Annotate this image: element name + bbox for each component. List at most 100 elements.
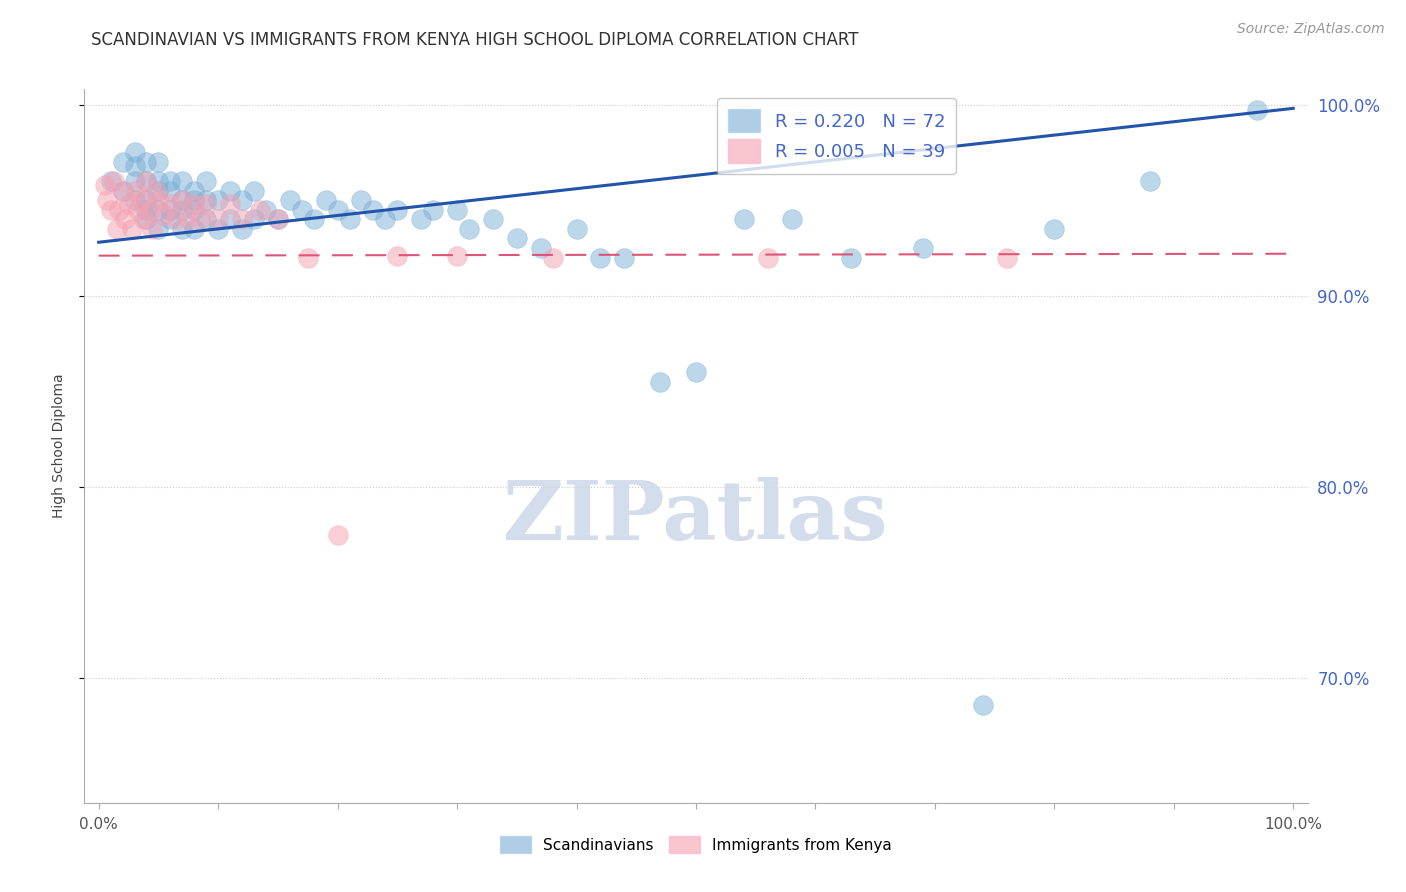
Point bbox=[613, 251, 636, 265]
Point bbox=[422, 202, 444, 217]
Point bbox=[159, 174, 181, 188]
Text: 100.0%: 100.0% bbox=[1264, 817, 1322, 832]
Point bbox=[183, 184, 205, 198]
Point bbox=[387, 202, 409, 217]
Y-axis label: High School Diploma: High School Diploma bbox=[52, 374, 66, 518]
Point bbox=[172, 202, 194, 217]
Point bbox=[105, 222, 128, 236]
Point bbox=[1139, 174, 1161, 188]
Point bbox=[972, 698, 994, 713]
Point bbox=[148, 193, 170, 207]
Point bbox=[219, 212, 242, 227]
Point bbox=[326, 528, 349, 542]
Point bbox=[135, 193, 157, 207]
Point bbox=[183, 197, 205, 211]
Point bbox=[315, 193, 337, 207]
Point bbox=[733, 212, 755, 227]
Point bbox=[172, 222, 194, 236]
Point bbox=[148, 174, 170, 188]
Point bbox=[254, 202, 277, 217]
Point bbox=[839, 251, 862, 265]
Point bbox=[650, 375, 672, 389]
Point bbox=[135, 212, 157, 227]
Point bbox=[267, 212, 290, 227]
Point bbox=[183, 202, 205, 217]
Point bbox=[100, 174, 122, 188]
Point bbox=[374, 212, 396, 227]
Point bbox=[172, 193, 194, 207]
Legend: Scandinavians, Immigrants from Kenya: Scandinavians, Immigrants from Kenya bbox=[495, 830, 897, 859]
Point bbox=[108, 202, 131, 217]
Point bbox=[482, 212, 505, 227]
Point bbox=[135, 155, 157, 169]
Point bbox=[387, 249, 409, 263]
Point bbox=[124, 159, 146, 173]
Point bbox=[148, 184, 170, 198]
Point bbox=[231, 222, 253, 236]
Point bbox=[141, 222, 163, 236]
Point bbox=[685, 365, 707, 379]
Point bbox=[100, 202, 122, 217]
Text: ZIPatlas: ZIPatlas bbox=[503, 477, 889, 558]
Point bbox=[148, 155, 170, 169]
Point bbox=[541, 251, 564, 265]
Point bbox=[339, 212, 361, 227]
Point bbox=[177, 212, 200, 227]
Point bbox=[145, 184, 167, 198]
Point bbox=[135, 174, 157, 188]
Point bbox=[207, 222, 229, 236]
Point bbox=[148, 222, 170, 236]
Point bbox=[159, 212, 181, 227]
Point bbox=[124, 174, 146, 188]
Point bbox=[278, 193, 301, 207]
Point bbox=[139, 202, 162, 217]
Point bbox=[326, 202, 349, 217]
Point bbox=[219, 197, 242, 211]
Point bbox=[207, 193, 229, 207]
Point bbox=[219, 184, 242, 198]
Point bbox=[350, 193, 373, 207]
Point bbox=[589, 251, 612, 265]
Point bbox=[1043, 222, 1066, 236]
Point bbox=[302, 212, 325, 227]
Point bbox=[129, 193, 152, 207]
Point bbox=[103, 174, 125, 188]
Point bbox=[756, 251, 779, 265]
Text: SCANDINAVIAN VS IMMIGRANTS FROM KENYA HIGH SCHOOL DIPLOMA CORRELATION CHART: SCANDINAVIAN VS IMMIGRANTS FROM KENYA HI… bbox=[91, 31, 859, 49]
Point bbox=[243, 212, 266, 227]
Point bbox=[1246, 103, 1268, 118]
Point bbox=[121, 222, 143, 236]
Point bbox=[231, 193, 253, 207]
Point bbox=[124, 184, 146, 198]
Point bbox=[114, 212, 136, 227]
Point bbox=[565, 222, 588, 236]
Point bbox=[249, 202, 271, 217]
Point bbox=[195, 212, 218, 227]
Point bbox=[124, 145, 146, 160]
Point bbox=[911, 241, 934, 255]
Point bbox=[127, 202, 149, 217]
Point bbox=[124, 193, 146, 207]
Point bbox=[195, 193, 218, 207]
Point bbox=[188, 212, 211, 227]
Point bbox=[111, 184, 134, 198]
Text: Source: ZipAtlas.com: Source: ZipAtlas.com bbox=[1237, 22, 1385, 37]
Point bbox=[172, 193, 194, 207]
Point bbox=[446, 249, 468, 263]
Point bbox=[135, 202, 157, 217]
Point bbox=[243, 184, 266, 198]
Point bbox=[267, 212, 290, 227]
Point bbox=[195, 174, 218, 188]
Point bbox=[231, 212, 253, 227]
Point bbox=[135, 174, 157, 188]
Point bbox=[291, 202, 314, 217]
Point bbox=[995, 251, 1018, 265]
Point bbox=[159, 197, 181, 211]
Point bbox=[153, 209, 176, 223]
Point bbox=[159, 202, 181, 217]
Point bbox=[111, 184, 134, 198]
Point bbox=[132, 212, 155, 227]
Point bbox=[207, 212, 229, 227]
Point bbox=[411, 212, 433, 227]
Point bbox=[195, 197, 218, 211]
